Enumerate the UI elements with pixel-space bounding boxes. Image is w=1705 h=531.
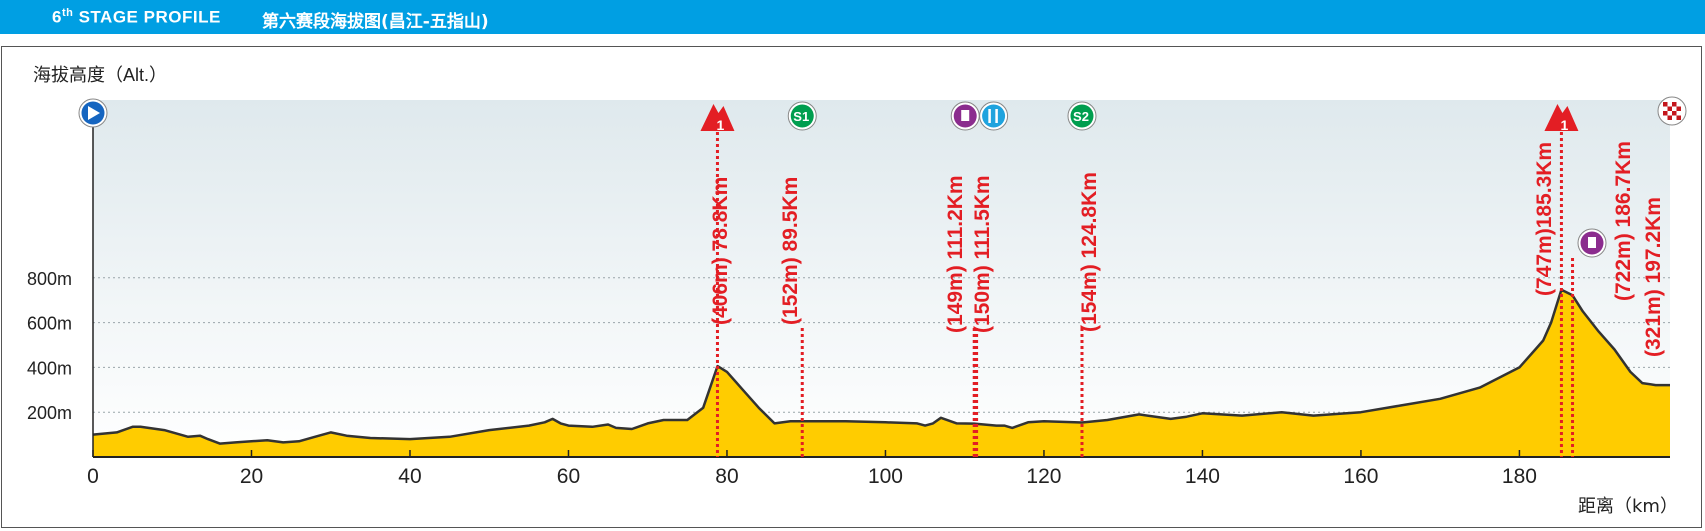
sprint-badge: S2: [1073, 109, 1089, 124]
y-axis-title: 海拔高度（Alt.）: [33, 65, 167, 85]
feed-zone-icon: [1577, 228, 1607, 258]
checker-cell: [1667, 106, 1672, 111]
stage-subtitle: 第六赛段海拔图(昌江-五指山): [262, 12, 489, 32]
bag-glyph: [1588, 237, 1596, 248]
climb-rank: 1: [1561, 117, 1569, 133]
x-axis-title: 距离（km）: [1578, 496, 1678, 517]
bag-glyph: [961, 110, 970, 121]
play-glyph: [88, 106, 100, 120]
sprint-badge: S1: [793, 109, 809, 124]
checker-cell: [1672, 102, 1677, 107]
icon-disc: [982, 104, 1006, 128]
checker-cell: [1672, 115, 1677, 120]
marker-label: (149m) 111.2Km: [944, 175, 967, 333]
sprint-icon: S2: [1067, 101, 1097, 131]
elevation-area: [93, 289, 1670, 457]
marker-label: (321m) 197.2Km: [1642, 197, 1665, 357]
checker-cell: [1676, 102, 1681, 107]
start-icon: [78, 98, 108, 128]
checker-cell: [1663, 102, 1668, 107]
checker-cell: [1663, 106, 1668, 111]
checker-cell: [1663, 111, 1668, 116]
climb-icon: 1: [700, 104, 735, 133]
x-tick-label: 140: [1185, 465, 1220, 488]
x-tick-label: 80: [715, 465, 738, 488]
marker-label: (747m)185.3Km: [1533, 142, 1556, 296]
marker-label: (150m) 111.5Km: [971, 175, 994, 333]
x-tick-label: 180: [1502, 465, 1537, 488]
icon-disc: [1070, 104, 1094, 128]
finish-icon: [1657, 96, 1687, 126]
sprint-icon: S1: [787, 101, 817, 131]
x-tick-label: 40: [398, 465, 421, 488]
marker-label: (722m) 186.7Km: [1612, 141, 1635, 301]
checker-cell: [1667, 102, 1672, 107]
cutlery-glyph: [988, 109, 998, 123]
elevation-line: [92, 288, 1670, 445]
x-tick-label: 0: [87, 465, 99, 488]
checker-cell: [1672, 106, 1677, 111]
marker-label: (154m) 124.8Km: [1078, 172, 1101, 332]
icon-disc: [790, 104, 814, 128]
plot-background: [93, 100, 1670, 457]
mountain-glyph: [700, 104, 735, 131]
checker-cell: [1676, 115, 1681, 120]
climb-icon: 1: [1544, 104, 1579, 133]
feed-zone-icon: [950, 101, 980, 131]
marker-label: (406m) 78.8Km: [709, 177, 732, 325]
y-tick-label: 600m: [27, 314, 72, 334]
y-tick-label: 200m: [27, 403, 72, 423]
y-tick-label: 800m: [27, 269, 72, 289]
mountain-glyph: [1544, 104, 1579, 131]
checker-cell: [1667, 111, 1672, 116]
header-bar: 6th STAGE PROFILE 第六赛段海拔图(昌江-五指山): [0, 0, 1705, 34]
water-icon: [979, 101, 1009, 131]
x-tick-label: 100: [868, 465, 903, 488]
x-tick-label: 160: [1343, 465, 1378, 488]
checker-cell: [1672, 111, 1677, 116]
checker-cell: [1676, 106, 1681, 111]
checker-cell: [1667, 115, 1672, 120]
marker-label: (152m) 89.5Km: [779, 177, 802, 325]
x-tick-label: 20: [240, 465, 263, 488]
checker-cell: [1676, 111, 1681, 116]
stage-profile-title: 6th STAGE PROFILE: [52, 7, 221, 27]
x-tick-label: 120: [1026, 465, 1061, 488]
chart-frame: [1, 46, 1702, 528]
checker-cell: [1663, 115, 1668, 120]
x-tick-label: 60: [557, 465, 580, 488]
y-tick-label: 400m: [27, 358, 72, 378]
climb-rank: 1: [717, 117, 725, 133]
